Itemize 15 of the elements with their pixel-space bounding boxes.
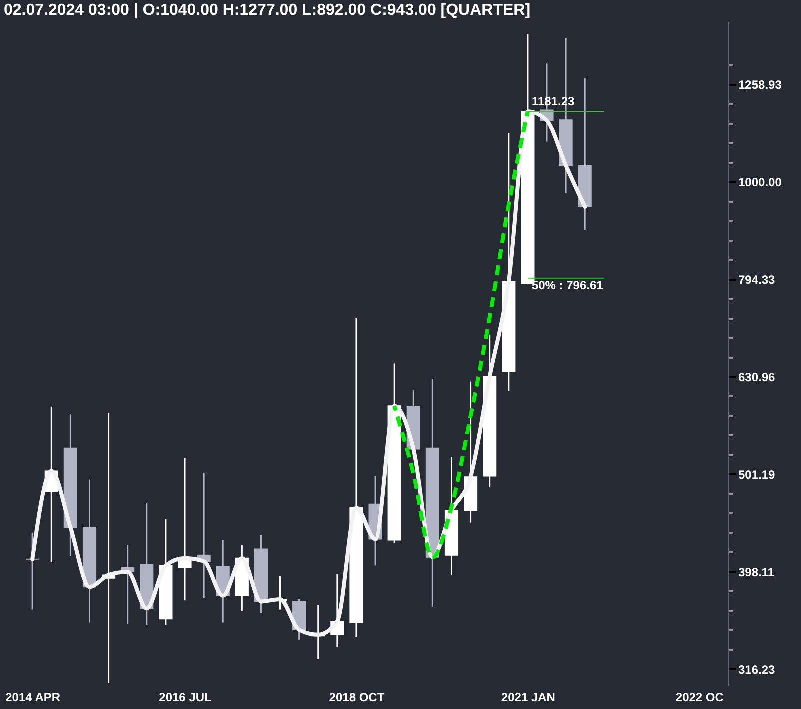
y-tick-label: 398.11 <box>738 565 775 580</box>
y-tick-label: 316.23 <box>738 662 776 677</box>
x-tick-label: 2018 OCT <box>329 690 386 704</box>
y-tick-label: 501.19 <box>738 468 776 482</box>
x-tick-label: 2016 JUL <box>159 690 212 704</box>
chart-title: 02.07.2024 03:00 | O:1040.00 H:1277.00 L:892.00 C:943.00 [QUARTER] <box>4 2 531 19</box>
x-tick-label: 2014 APR <box>6 690 61 704</box>
y-tick-label: 1000.00 <box>738 176 782 190</box>
line-series <box>392 110 530 560</box>
x-tick-label: 2022 OC <box>676 690 724 704</box>
y-tick-label: 1258.93 <box>738 78 782 92</box>
y-tick-label: 794.33 <box>738 273 776 288</box>
x-tick-label: 2021 JAN <box>501 690 556 704</box>
y-tick-label: 630.96 <box>738 370 776 385</box>
ref-line-label: 50% : 796.61 <box>532 278 604 292</box>
